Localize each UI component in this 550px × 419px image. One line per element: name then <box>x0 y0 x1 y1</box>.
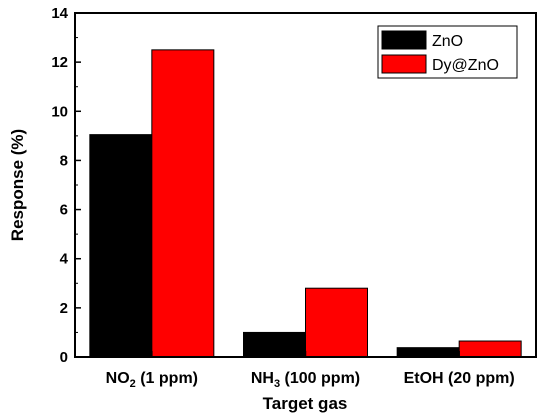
x-tick-label: EtOH (20 ppm) <box>404 370 515 387</box>
y-tick-label: 6 <box>60 202 68 219</box>
bar-zno-2 <box>396 347 460 358</box>
bar-dy-zno-2 <box>458 340 522 358</box>
legend-label: ZnO <box>432 33 463 50</box>
bar-zno-0 <box>89 134 153 358</box>
y-axis: 0 2 4 6 8 10 12 14 <box>51 5 81 366</box>
bars-group <box>89 49 522 358</box>
bar-dy-zno-1 <box>305 287 368 358</box>
x-axis-title: Target gas <box>263 394 348 413</box>
legend: ZnO Dy@ZnO <box>377 25 518 79</box>
bar-dy-zno-0 <box>151 49 215 358</box>
y-tick-label: 10 <box>51 103 68 120</box>
legend-swatch <box>381 54 427 74</box>
x-tick-label: NO2 (1 ppm) <box>106 370 198 390</box>
y-tick-label: 4 <box>60 251 69 268</box>
x-axis: NO2 (1 ppm) NH3 (100 ppm) EtOH (20 ppm) <box>106 351 515 390</box>
y-tick-label: 12 <box>51 54 68 71</box>
y-tick-label: 2 <box>60 300 68 317</box>
y-tick-label: 8 <box>60 152 68 169</box>
bar-zno-1 <box>243 331 306 358</box>
legend-label: Dy@ZnO <box>432 57 499 74</box>
x-tick-label: NH3 (100 ppm) <box>251 370 360 390</box>
legend-swatch <box>381 30 427 50</box>
y-tick-label: 14 <box>51 5 68 22</box>
y-tick-label: 0 <box>60 349 68 366</box>
y-axis-title: Response (%) <box>8 129 27 241</box>
